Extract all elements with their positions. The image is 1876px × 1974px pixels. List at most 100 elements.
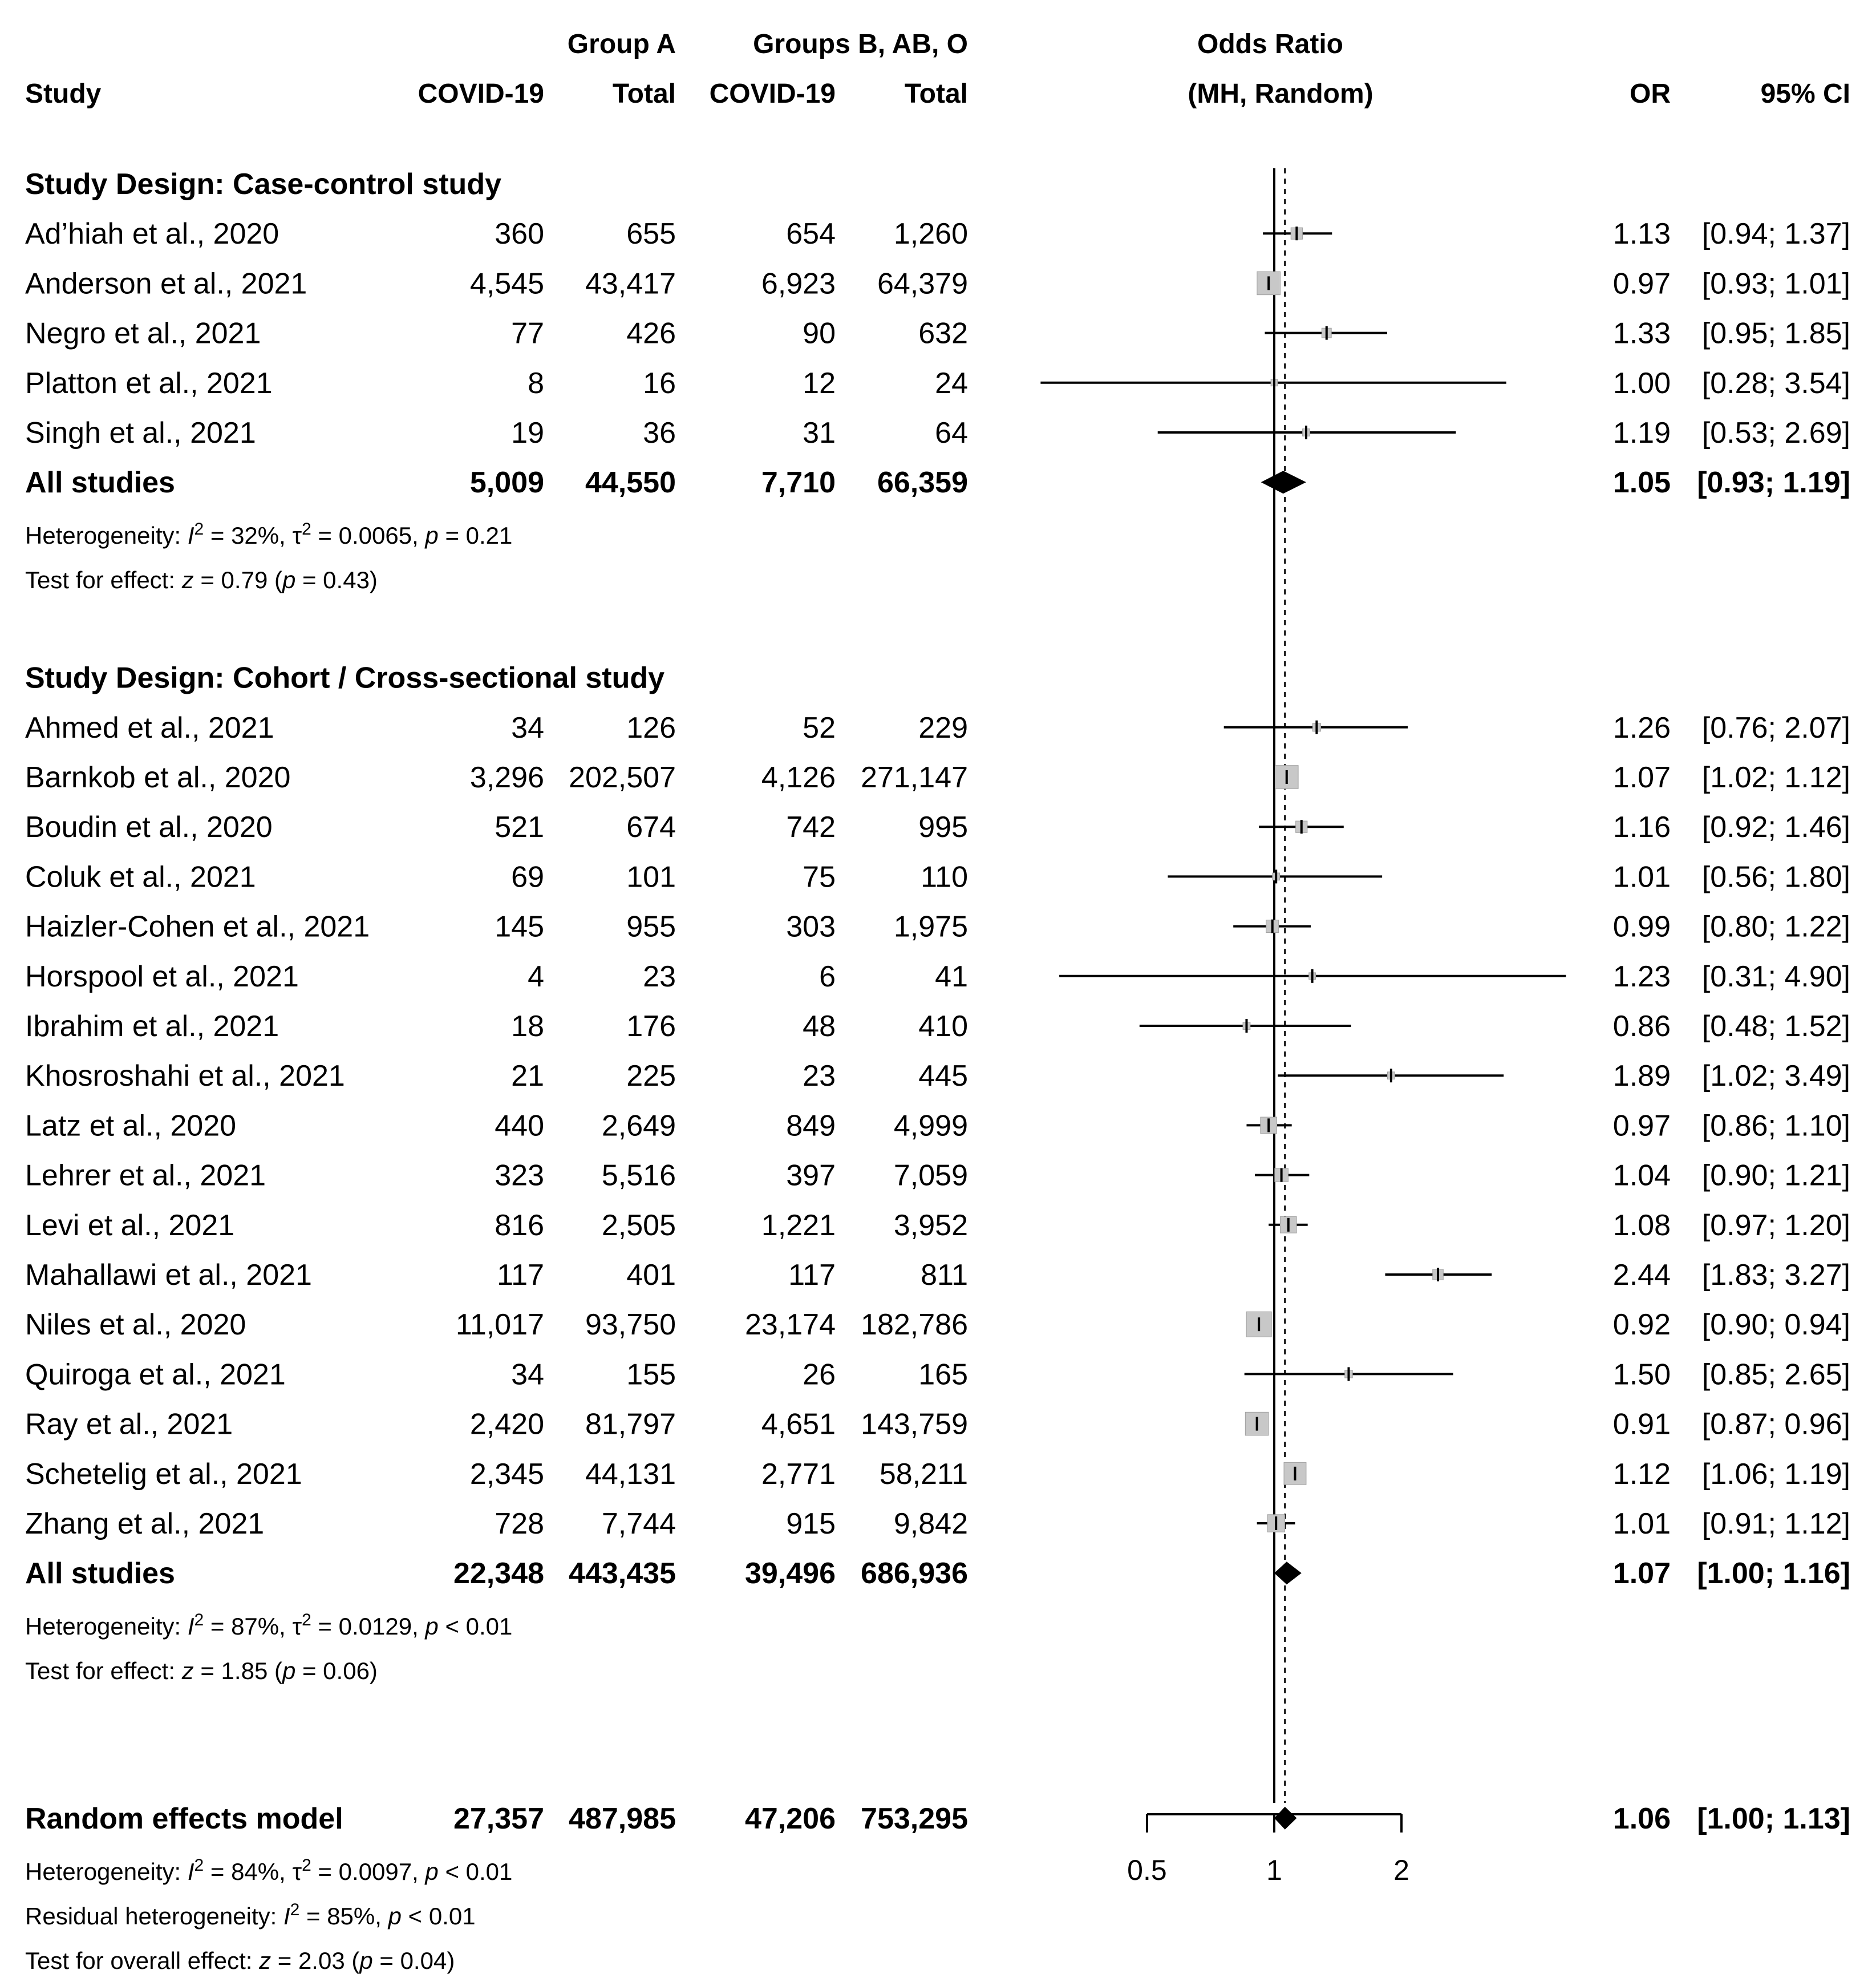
group-b-events: 75 [803, 860, 836, 893]
study-row: Lehrer et al., 2021 323 5,516 397 7,059 1.04 [… [25, 1159, 1850, 1192]
group-b-total: 271,147 [861, 761, 968, 794]
group-a-total: 5,516 [602, 1159, 676, 1192]
group-b-events: 4,126 [761, 761, 836, 794]
confidence-interval-value: [0.93; 1.01] [1702, 267, 1850, 300]
group-a-events: 77 [511, 317, 544, 350]
study-row: Platton et al., 2021 8 16 12 24 1.00 [0.28; 3.… [25, 367, 1850, 400]
group-a-events: 11,017 [456, 1308, 544, 1341]
weight-square [1274, 765, 1299, 789]
statistic-text-part: = 0.06) [295, 1657, 378, 1684]
axis-tick-label: 2 [1393, 1854, 1409, 1886]
header-group-b: Groups B, AB, O [753, 29, 968, 59]
odds-ratio-value: 1.08 [1613, 1209, 1671, 1242]
confidence-interval-value: [0.86; 1.10] [1702, 1109, 1850, 1142]
group-b-events: 849 [786, 1109, 836, 1142]
group-b-total: 1,260 [894, 217, 968, 250]
study-row: Quiroga et al., 2021 34 155 26 165 1.50 [0.85;… [25, 1358, 1850, 1391]
subgroup-label: Study Design: Cohort / Cross-sectional s… [25, 662, 664, 695]
study-label: Anderson et al., 2021 [25, 267, 307, 300]
heterogeneity-text: Test for effect: z = 0.79 (p = 0.43) [25, 567, 378, 593]
study-label: Zhang et al., 2021 [25, 1507, 264, 1540]
group-b-total: 64,379 [877, 267, 968, 300]
summary-row: All studies 5,009 44,550 7,710 66,359 1.05 [0.… [25, 466, 1850, 499]
study-label: Barnkob et al., 2020 [25, 761, 290, 794]
study-row: Mahallawi et al., 2021 117 401 117 811 2.44 [1… [25, 1259, 1850, 1292]
confidence-interval-value: [1.83; 3.27] [1702, 1259, 1850, 1292]
statistic-text-part: = 0.0129, [311, 1613, 426, 1640]
group-b-events: 48 [803, 1010, 836, 1043]
study-label: Schetelig et al., 2021 [25, 1458, 302, 1491]
group-a-total: 202,507 [569, 761, 676, 794]
study-label: Niles et al., 2020 [25, 1308, 246, 1341]
odds-ratio-value: 1.06 [1613, 1802, 1671, 1835]
statistic-text-part: = 1.85 ( [194, 1657, 282, 1684]
statistic-text-part: < 0.01 [439, 1613, 513, 1640]
group-a-events: 8 [528, 367, 544, 400]
statistic-text-part: I [283, 1903, 290, 1929]
study-label: Quiroga et al., 2021 [25, 1358, 286, 1391]
statistic-text-part: Heterogeneity: [25, 1613, 188, 1640]
group-b-events: 6 [819, 960, 836, 993]
header-or: OR [1630, 79, 1671, 109]
confidence-interval-value: [0.87; 0.96] [1702, 1408, 1850, 1441]
group-b-events: 26 [803, 1358, 836, 1391]
group-a-events: 816 [495, 1209, 544, 1242]
statistic-text-part: Test for effect: [25, 1657, 182, 1684]
confidence-interval-value: [1.00; 1.13] [1697, 1802, 1850, 1835]
study-label: Levi et al., 2021 [25, 1209, 234, 1242]
group-a-total: 23 [643, 960, 676, 993]
group-a-events: 4,545 [470, 267, 544, 300]
statistic-text-part: 2 [290, 1900, 300, 1919]
statistic-text-part: z [258, 1947, 271, 1974]
odds-ratio-value: 0.97 [1613, 267, 1671, 300]
header-ci: 95% CI [1761, 79, 1850, 109]
statistic-text-part: z [181, 567, 194, 593]
study-label: Random effects model [25, 1802, 343, 1835]
confidence-interval-value: [1.02; 3.49] [1702, 1059, 1850, 1093]
group-a-total: 176 [626, 1010, 676, 1043]
confidence-interval-value: [0.48; 1.52] [1702, 1010, 1850, 1043]
group-b-total: 4,999 [894, 1109, 968, 1142]
group-b-total: 686,936 [861, 1557, 968, 1590]
group-b-total: 24 [935, 367, 968, 400]
group-b-total: 58,211 [880, 1458, 968, 1491]
group-b-events: 397 [786, 1159, 836, 1192]
statistic-text-part: p [281, 1657, 295, 1684]
statistic-text-part: = 32%, τ [204, 522, 302, 549]
statistic-text-part: = 0.0065, [311, 522, 426, 549]
study-row: Singh et al., 2021 19 36 31 64 1.19 [0.53; 2.6… [25, 416, 1850, 450]
group-a-events: 323 [495, 1159, 544, 1192]
group-b-total: 753,295 [861, 1802, 968, 1835]
heterogeneity-text: Residual heterogeneity: I2 = 85%, p < 0.… [25, 1900, 476, 1929]
study-label: All studies [25, 466, 175, 499]
statistic-text-part: = 0.79 ( [194, 567, 282, 593]
confidence-interval-value: [0.92; 1.46] [1702, 811, 1850, 844]
header-study: Study [25, 79, 102, 109]
study-label: Singh et al., 2021 [25, 416, 256, 450]
group-a-total: 101 [626, 860, 676, 893]
odds-ratio-value: 1.16 [1613, 811, 1671, 844]
group-a-total: 16 [643, 367, 676, 400]
statistic-text-part: = 2.03 ( [271, 1947, 359, 1974]
statistic-text-part: p [424, 1613, 438, 1640]
odds-ratio-value: 1.50 [1613, 1358, 1671, 1391]
header-method: (MH, Random) [1188, 79, 1373, 109]
group-a-total: 44,131 [585, 1458, 676, 1491]
group-a-events: 360 [495, 217, 544, 250]
confidence-interval-value: [1.00; 1.16] [1697, 1557, 1850, 1590]
statistic-text-part: 2 [195, 520, 204, 539]
group-b-events: 117 [788, 1259, 836, 1292]
statistic-text-part: p [358, 1947, 372, 1974]
group-a-events: 34 [511, 711, 544, 745]
group-a-total: 93,750 [585, 1308, 676, 1341]
statistic-text-part: p [424, 1858, 438, 1885]
study-label: Platton et al., 2021 [25, 367, 273, 400]
group-a-total: 487,985 [569, 1802, 676, 1835]
header-total-b: Total [905, 79, 968, 109]
odds-ratio-value: 1.33 [1613, 317, 1671, 350]
study-label: Horspool et al., 2021 [25, 960, 299, 993]
group-a-events: 69 [511, 860, 544, 893]
group-b-events: 742 [786, 811, 836, 844]
statistic-text-part: Heterogeneity: [25, 522, 188, 549]
